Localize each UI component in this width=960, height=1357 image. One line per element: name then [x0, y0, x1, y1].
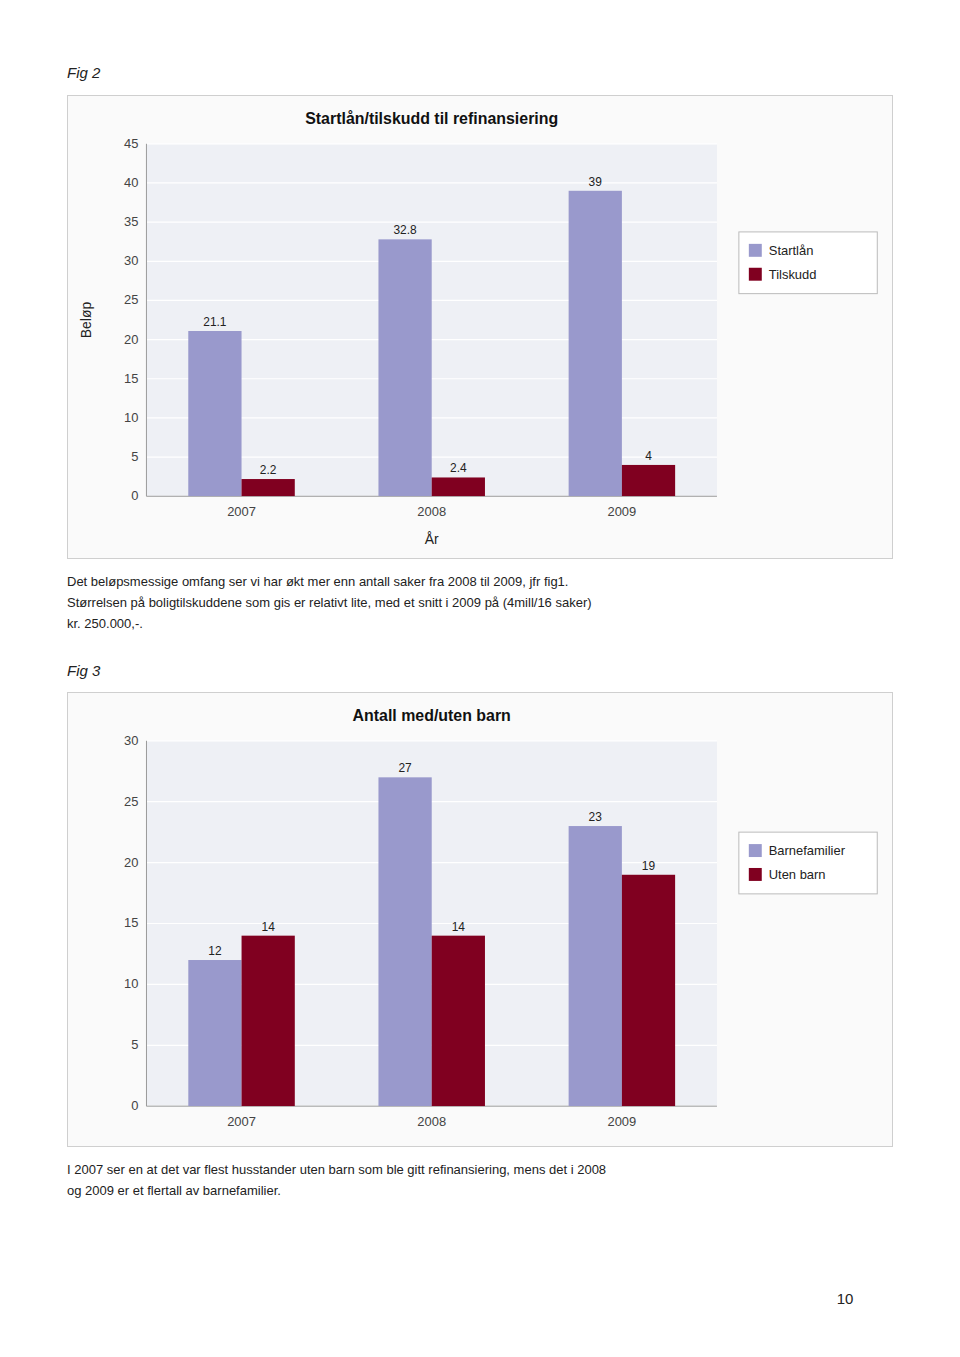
x-tick-label: 2008 — [417, 504, 446, 519]
legend-label: Barnefamilier — [769, 843, 846, 858]
data-label: 14 — [452, 920, 466, 934]
chart: Antall med/uten barn 0 5 10 15 20 25 30 12 14 27 14… — [67, 692, 893, 1147]
y-tick-label: 10 — [124, 976, 138, 991]
y-tick-label: 30 — [124, 253, 138, 268]
data-label: 19 — [642, 859, 656, 873]
plot-area — [146, 144, 717, 496]
data-label: 32.8 — [393, 223, 417, 237]
data-label: 4 — [645, 449, 652, 463]
legend-label: Startlån — [769, 243, 814, 258]
legend-box — [739, 232, 877, 294]
y-tick-label: 45 — [124, 136, 138, 151]
data-label: 39 — [589, 175, 603, 189]
data-labels: 21.1 2.2 32.8 2.4 39 4 — [203, 175, 652, 477]
page: {"chart_data": [ {"type": "bar", "title"… — [0, 0, 960, 1357]
y-tick-label: 25 — [124, 794, 138, 809]
page-number: 10 — [837, 1290, 854, 1307]
chart: Startlån/tilskudd til refinansiering 0 5 10… — [67, 95, 893, 559]
y-tick-label: 10 — [124, 410, 138, 425]
data-label: 2.2 — [260, 463, 277, 477]
bars — [188, 777, 675, 1106]
bar — [188, 960, 241, 1106]
y-tick-label: 20 — [124, 855, 138, 870]
x-tick-label: 2008 — [417, 1114, 446, 1129]
x-axis-label: År — [425, 531, 439, 547]
y-axis: 0 5 10 15 20 25 30 35 40 45 — [124, 136, 717, 503]
data-label: 14 — [262, 920, 276, 934]
bar — [242, 936, 295, 1107]
chart-title: Startlån/tilskudd til refinansiering — [305, 110, 558, 127]
data-label: 21.1 — [203, 315, 227, 329]
grid-line — [146, 222, 717, 223]
data-label: 12 — [208, 944, 222, 958]
paragraph: I 2007 ser en at det var flest husstande… — [67, 1160, 893, 1202]
y-tick-label: 15 — [124, 371, 138, 386]
bar — [378, 777, 431, 1106]
data-label: 23 — [589, 810, 603, 824]
legend-box — [739, 832, 877, 894]
plot-area — [146, 741, 716, 1106]
legend-label: Tilskudd — [769, 267, 817, 282]
y-tick-label: 5 — [131, 1037, 138, 1052]
y-axis-line — [146, 741, 147, 1106]
data-labels: 12 14 27 14 23 19 — [208, 761, 655, 958]
y-axis-line — [146, 144, 147, 496]
bar — [432, 477, 485, 496]
chart-title: Antall med/uten barn — [353, 707, 511, 724]
bars — [188, 191, 675, 496]
x-tick-label: 2009 — [607, 1114, 636, 1129]
legend: Barnefamilier Uten barn — [739, 832, 877, 894]
y-tick-label: 35 — [124, 214, 138, 229]
y-tick-label: 0 — [131, 1098, 138, 1113]
grid-line — [146, 740, 716, 741]
figure-label: Fig 3 — [67, 662, 100, 679]
x-tick-label: 2007 — [227, 504, 256, 519]
legend-swatch — [749, 268, 762, 281]
x-tick-label: 2007 — [227, 1114, 256, 1129]
y-axis-label: Beløp — [78, 302, 94, 339]
y-tick-label: 25 — [124, 292, 138, 307]
y-tick-label: 20 — [124, 332, 138, 347]
y-tick-label: 15 — [124, 915, 138, 930]
legend-swatch — [749, 868, 762, 881]
grid-line — [146, 182, 717, 183]
bar — [622, 875, 675, 1106]
grid-line — [146, 143, 717, 144]
bar — [188, 331, 241, 496]
legend-swatch — [749, 844, 762, 857]
legend-swatch — [749, 244, 762, 257]
y-tick-label: 30 — [124, 733, 138, 748]
bar — [242, 479, 295, 496]
y-axis: 0 5 10 15 20 25 30 — [124, 733, 717, 1113]
bar — [569, 191, 622, 496]
bar — [378, 239, 431, 496]
paragraph: Det beløpsmessige omfang ser vi har økt … — [67, 572, 893, 634]
y-tick-label: 0 — [131, 488, 138, 503]
legend: Startlån Tilskudd — [739, 232, 877, 294]
legend-label: Uten barn — [769, 867, 826, 882]
bar — [432, 936, 485, 1107]
bar — [622, 465, 675, 496]
data-label: 2.4 — [450, 461, 467, 475]
bar — [569, 826, 622, 1106]
data-label: 27 — [398, 761, 412, 775]
figure-label: Fig 2 — [67, 64, 100, 81]
x-tick-label: 2009 — [607, 504, 636, 519]
y-tick-label: 5 — [131, 449, 138, 464]
y-tick-label: 40 — [124, 175, 138, 190]
